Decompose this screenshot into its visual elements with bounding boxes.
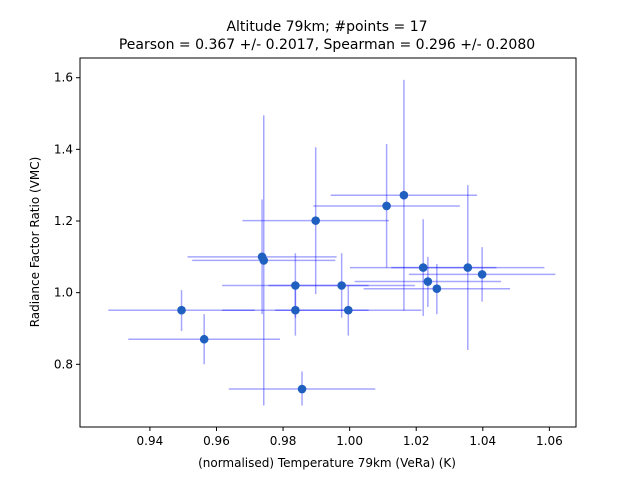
data-point <box>382 201 391 211</box>
data-point <box>463 263 473 272</box>
data-point <box>259 256 269 265</box>
data-point <box>344 305 353 315</box>
x-axis-ticks: 0.94 0.96 0.98 1.00 1.02 1.04 1.06 <box>137 427 563 448</box>
x-tick-label: 0.98 <box>270 434 297 448</box>
y-axis-label: Radiance Factor Ratio (VMC) <box>28 157 42 328</box>
y-tick-label: 1.2 <box>54 214 73 228</box>
data-point <box>291 305 300 315</box>
x-axis-label: (normalised) Temperature 79km (VeRa) (K) <box>198 456 456 470</box>
x-tick-label: 1.02 <box>403 434 430 448</box>
y-tick-label: 1.0 <box>54 286 73 300</box>
y-tick-label: 1.4 <box>54 142 73 156</box>
plot-frame <box>79 57 577 428</box>
data-point <box>291 281 300 290</box>
chart-title-line-2: Pearson = 0.367 +/- 0.2017, Spearman = 0… <box>119 37 535 53</box>
y-tick-label: 1.6 <box>54 71 73 85</box>
data-point <box>477 270 487 279</box>
data-point <box>177 305 186 315</box>
data-point <box>337 281 346 290</box>
y-axis-ticks: 0.8 1.0 1.2 1.4 1.6 <box>54 71 80 371</box>
data-point <box>399 190 409 200</box>
data-point <box>297 384 307 394</box>
y-tick-label: 0.8 <box>54 357 73 371</box>
x-tick-label: 0.96 <box>203 434 230 448</box>
data-point <box>418 263 428 272</box>
x-tick-label: 1.06 <box>536 434 563 448</box>
data-point <box>432 284 442 294</box>
data-markers <box>177 190 487 394</box>
data-point <box>311 216 320 225</box>
chart-title-line-1: Altitude 79km; #points = 17 <box>226 19 427 35</box>
x-tick-label: 1.04 <box>469 434 496 448</box>
x-tick-label: 1.00 <box>336 434 363 448</box>
x-tick-label: 0.94 <box>137 434 164 448</box>
data-point <box>199 334 209 344</box>
data-point <box>423 277 433 286</box>
